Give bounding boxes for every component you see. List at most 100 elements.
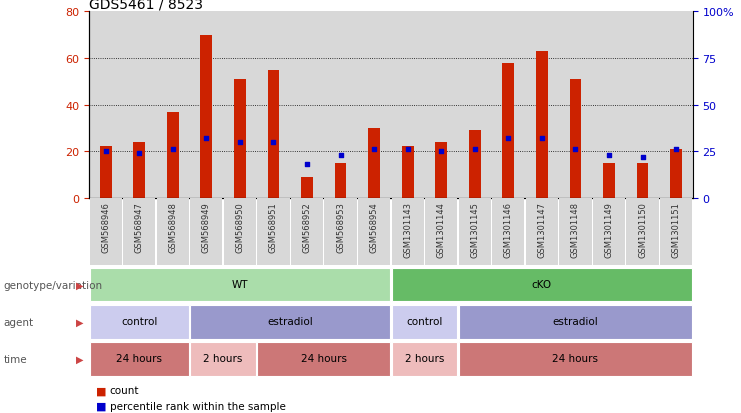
Text: ▶: ▶ [76, 317, 84, 327]
Bar [525, 12, 559, 198]
Point [469, 147, 481, 153]
Bar [559, 12, 592, 198]
Bar [301, 177, 313, 198]
FancyBboxPatch shape [660, 199, 692, 266]
Text: GSM568946: GSM568946 [102, 202, 110, 252]
Bar [133, 142, 145, 198]
Bar [670, 150, 682, 198]
Text: genotype/variation: genotype/variation [4, 280, 103, 290]
Bar [324, 12, 357, 198]
Text: agent: agent [4, 317, 34, 327]
FancyBboxPatch shape [593, 199, 625, 266]
Text: GSM568953: GSM568953 [336, 202, 345, 252]
FancyBboxPatch shape [224, 199, 256, 266]
Text: GDS5461 / 8523: GDS5461 / 8523 [89, 0, 203, 11]
Bar [625, 12, 659, 198]
Text: GSM1301147: GSM1301147 [537, 202, 546, 258]
Text: GSM1301145: GSM1301145 [471, 202, 479, 257]
Bar [156, 12, 190, 198]
Bar [425, 12, 458, 198]
FancyBboxPatch shape [459, 199, 491, 266]
Text: ■: ■ [96, 385, 107, 395]
Bar [190, 12, 223, 198]
Bar [391, 12, 425, 198]
Point [100, 149, 112, 155]
Point [603, 152, 615, 159]
FancyBboxPatch shape [257, 343, 391, 376]
Bar [122, 12, 156, 198]
FancyBboxPatch shape [90, 343, 189, 376]
FancyBboxPatch shape [90, 268, 391, 301]
Text: GSM568954: GSM568954 [370, 202, 379, 252]
FancyBboxPatch shape [190, 306, 391, 339]
FancyBboxPatch shape [391, 268, 692, 301]
Point [234, 139, 246, 146]
FancyBboxPatch shape [391, 306, 457, 339]
Point [368, 147, 380, 153]
FancyBboxPatch shape [90, 199, 122, 266]
Bar [234, 80, 246, 198]
Text: GSM568949: GSM568949 [202, 202, 211, 252]
Text: GSM1301144: GSM1301144 [436, 202, 445, 257]
Point [268, 139, 279, 146]
FancyBboxPatch shape [559, 199, 591, 266]
Bar [256, 12, 290, 198]
Text: GSM1301146: GSM1301146 [504, 202, 513, 258]
Text: GSM1301150: GSM1301150 [638, 202, 647, 257]
Text: ■: ■ [96, 401, 107, 411]
Text: GSM1301149: GSM1301149 [605, 202, 614, 257]
Text: time: time [4, 354, 27, 364]
Text: GSM1301143: GSM1301143 [403, 202, 412, 258]
FancyBboxPatch shape [90, 306, 189, 339]
Text: control: control [121, 316, 157, 326]
Point [670, 147, 682, 153]
Bar [402, 147, 413, 198]
FancyBboxPatch shape [391, 199, 424, 266]
Point [402, 147, 413, 153]
Text: estradiol: estradiol [268, 316, 313, 326]
FancyBboxPatch shape [459, 343, 692, 376]
Text: ▶: ▶ [76, 280, 84, 290]
FancyBboxPatch shape [123, 199, 156, 266]
Point [502, 135, 514, 142]
FancyBboxPatch shape [291, 199, 323, 266]
Text: GSM568947: GSM568947 [135, 202, 144, 252]
FancyBboxPatch shape [257, 199, 290, 266]
Bar [290, 12, 324, 198]
Bar [592, 12, 625, 198]
Text: 24 hours: 24 hours [301, 354, 347, 363]
Bar [435, 142, 447, 198]
Point [301, 161, 313, 168]
Text: 24 hours: 24 hours [552, 354, 599, 363]
Text: 24 hours: 24 hours [116, 354, 162, 363]
FancyBboxPatch shape [492, 199, 525, 266]
Point [435, 149, 447, 155]
Point [133, 150, 145, 157]
Point [570, 147, 582, 153]
Bar [89, 12, 122, 198]
Bar [223, 12, 256, 198]
FancyBboxPatch shape [459, 306, 692, 339]
Point [335, 152, 347, 159]
Text: control: control [406, 316, 442, 326]
Text: GSM1301148: GSM1301148 [571, 202, 580, 258]
FancyBboxPatch shape [425, 199, 457, 266]
Text: GSM1301151: GSM1301151 [671, 202, 680, 257]
Point [536, 135, 548, 142]
FancyBboxPatch shape [526, 199, 558, 266]
Text: GSM568950: GSM568950 [236, 202, 245, 252]
Bar [637, 164, 648, 198]
FancyBboxPatch shape [325, 199, 356, 266]
Bar [502, 64, 514, 198]
Bar [536, 52, 548, 198]
Bar [570, 80, 581, 198]
Bar [659, 12, 693, 198]
Text: GSM568952: GSM568952 [302, 202, 311, 252]
Point [200, 135, 212, 142]
FancyBboxPatch shape [190, 343, 256, 376]
FancyBboxPatch shape [626, 199, 659, 266]
Bar [167, 112, 179, 198]
Text: WT: WT [232, 279, 248, 289]
Point [637, 154, 648, 161]
Bar [458, 12, 491, 198]
